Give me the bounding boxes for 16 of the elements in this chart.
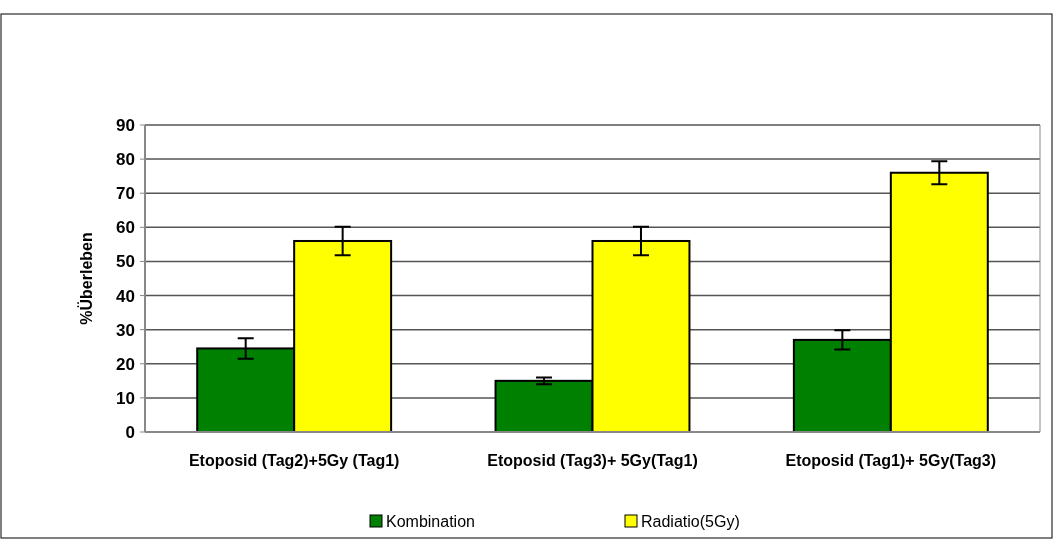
y-tick-label: 20 (116, 354, 135, 374)
x-tick-label: Etoposid (Tag3)+ 5Gy(Tag1) (487, 452, 698, 469)
y-tick-label: 70 (116, 184, 135, 204)
x-tick-label: Etoposid (Tag2)+5Gy (Tag1) (188, 452, 400, 469)
y-tick-label: 60 (116, 218, 135, 238)
legend-label: Radiatio(5Gy) (641, 512, 740, 530)
y-tick-label: 90 (116, 115, 135, 135)
y-tick-label: 30 (116, 320, 135, 340)
y-tick-label: 0 (125, 422, 135, 442)
y-tick-label: 10 (116, 388, 135, 408)
legend-label: Kombination (386, 512, 475, 530)
x-tick-label: Etoposid (Tag1)+ 5Gy(Tag3) (785, 452, 997, 469)
y-tick-label: 40 (116, 286, 135, 306)
y-tick-label: 80 (116, 150, 135, 170)
y-axis-title: %Überleben (77, 232, 95, 325)
y-tick-label: 50 (116, 252, 135, 272)
